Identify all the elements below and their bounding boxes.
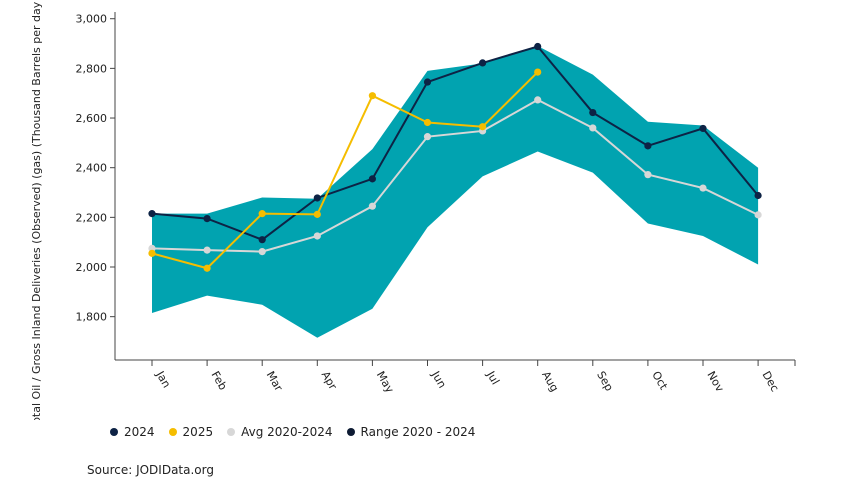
x-tick-label: Jun [428, 368, 448, 390]
legend-label-2024: 2024 [124, 425, 155, 439]
data-point-avg-2020-2024[interactable] [423, 133, 432, 141]
series-line-2025 [151, 71, 539, 270]
data-point-avg-2020-2024[interactable] [148, 244, 156, 252]
data-point-2025[interactable] [534, 68, 542, 76]
legend-label-2025: 2025 [182, 425, 214, 439]
data-point-avg-2020-2024[interactable] [258, 248, 266, 256]
range-band [152, 46, 759, 338]
data-point-2024[interactable] [699, 124, 707, 133]
data-point-avg-2020-2024[interactable] [368, 202, 376, 210]
x-tick-label: Apr [319, 369, 340, 392]
y-tick-label: 2,200 [76, 211, 108, 224]
legend-item-range[interactable]: Range 2020 - 2024 [346, 425, 476, 439]
x-tick-label: May [374, 369, 397, 396]
data-point-2024[interactable] [148, 210, 156, 218]
data-point-2025[interactable] [203, 264, 211, 272]
data-point-2025[interactable] [258, 210, 266, 218]
source-note: Source: JODIData.org [87, 463, 214, 477]
y-tick-label: 1,800 [76, 311, 108, 324]
x-tick-label: Mar [264, 369, 286, 394]
data-point-2025[interactable] [148, 249, 156, 257]
data-point-2024[interactable] [368, 175, 376, 183]
legend-marker-avg [227, 428, 236, 436]
data-point-avg-2020-2024[interactable] [644, 171, 652, 179]
series-line-avg-2020-2024 [151, 98, 759, 253]
chart: 1,800 2,000 2,200 2,400 2,600 2,800 3,000 Jan Fe… [30, 0, 796, 420]
data-point-2024[interactable] [534, 42, 542, 51]
data-point-2024[interactable] [644, 142, 652, 150]
data-point-avg-2020-2024[interactable] [534, 96, 542, 104]
data-point-2024[interactable] [203, 214, 211, 223]
data-point-avg-2020-2024[interactable] [699, 184, 707, 192]
legend-item-avg[interactable]: Avg 2020-2024 [227, 425, 333, 439]
y-tick-label: 3,000 [76, 13, 108, 26]
legend: 2024 2025 Avg 2020-2024 Range 2020 - 202… [110, 425, 475, 439]
y-tick-label: 2,400 [76, 162, 108, 175]
data-point-avg-2020-2024[interactable] [589, 124, 597, 132]
y-tick-label: 2,800 [76, 62, 108, 75]
plot-area: 1,800 2,000 2,200 2,400 2,600 2,800 3,000 Jan Fe… [76, 12, 796, 396]
data-point-2024[interactable] [479, 59, 487, 67]
data-point-2024[interactable] [589, 108, 597, 117]
legend-label-avg: Avg 2020-2024 [241, 425, 333, 439]
data-point-2025[interactable] [479, 123, 487, 131]
legend-marker-range [346, 428, 355, 436]
y-axis-label: Total Oil / Gross Inland Deliveries (Obs… [30, 0, 43, 420]
data-point-2025[interactable] [368, 92, 376, 100]
legend-item-2025[interactable]: 2025 [168, 425, 214, 439]
x-tick-label: Jan [153, 368, 173, 390]
x-tick-label: Oct [649, 369, 670, 393]
legend-label-range: Range 2020 - 2024 [360, 425, 476, 439]
data-point-2024[interactable] [754, 191, 762, 200]
x-tick-label: Nov [704, 369, 726, 395]
x-tick-label: Sep [594, 369, 616, 393]
data-point-2024[interactable] [313, 194, 321, 202]
x-tick-label: Dec [760, 369, 782, 394]
data-point-avg-2020-2024[interactable] [754, 211, 762, 219]
data-point-avg-2020-2024[interactable] [203, 246, 211, 254]
y-tick-label: 2,000 [76, 261, 108, 274]
data-point-2024[interactable] [423, 78, 432, 86]
data-point-2024[interactable] [258, 236, 266, 244]
series-line-2024 [151, 45, 759, 241]
data-point-2025[interactable] [423, 118, 432, 127]
legend-marker-2025 [168, 428, 177, 436]
y-tick-label: 2,600 [76, 112, 108, 125]
data-point-avg-2020-2024[interactable] [313, 232, 321, 240]
x-tick-label: Aug [539, 369, 561, 394]
x-tick-label: Feb [209, 369, 230, 392]
legend-marker-2024 [110, 428, 118, 436]
legend-item-2024[interactable]: 2024 [110, 425, 155, 439]
x-tick-label: Jul [484, 368, 502, 387]
data-point-2025[interactable] [313, 210, 321, 218]
